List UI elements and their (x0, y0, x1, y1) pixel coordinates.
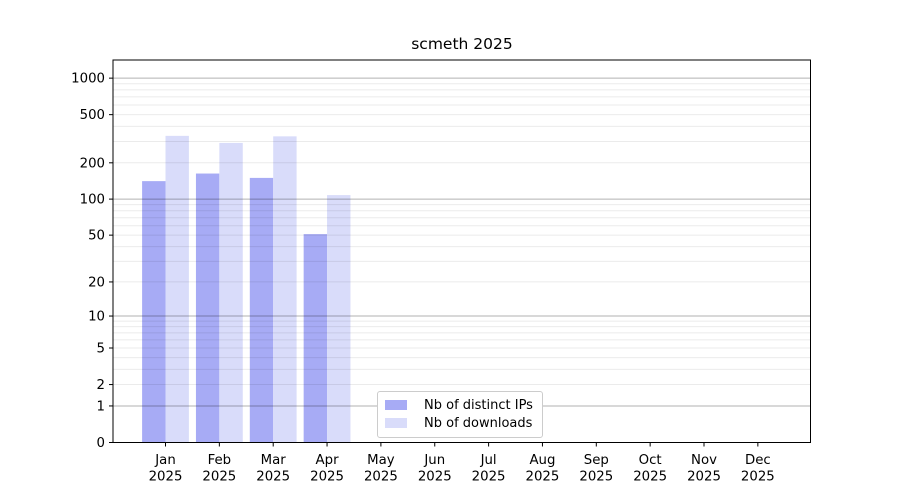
chart-title: scmeth 2025 (411, 35, 513, 53)
x-tick-label-year-jul: 2025 (472, 470, 506, 485)
x-tick-label-month-nov: Nov (691, 453, 717, 468)
legend-item-downloads: Nb of downloads (378, 414, 542, 432)
x-tick-label-month-mar: Mar (261, 453, 287, 468)
bar-downloads-mar (273, 136, 297, 443)
bar-downloads-apr (327, 195, 351, 443)
x-tick-label-month-dec: Dec (745, 453, 771, 468)
x-tick-label-year-aug: 2025 (526, 470, 560, 485)
y-tick-label-1000: 1000 (71, 72, 105, 87)
x-tick-label-month-apr: Apr (316, 453, 340, 468)
x-tick-label-year-dec: 2025 (741, 470, 775, 485)
bar-downloads-feb (219, 142, 243, 443)
y-tick-label-20: 20 (88, 276, 105, 291)
x-tick-label-month-sep: Sep (584, 453, 609, 468)
y-tick-label-0: 0 (97, 436, 105, 451)
x-tick-label-month-aug: Aug (529, 453, 555, 468)
x-tick-label-year-feb: 2025 (202, 470, 236, 485)
x-tick-label-year-jan: 2025 (149, 470, 183, 485)
bar-distinct_ips-apr (303, 234, 328, 443)
legend: Nb of distinct IPs Nb of downloads (377, 391, 543, 438)
y-tick-label-200: 200 (80, 156, 105, 171)
x-tick-label-month-jun: Jun (423, 453, 445, 468)
bar-distinct_ips-mar (249, 177, 274, 443)
x-tick-label-year-oct: 2025 (633, 470, 667, 485)
legend-swatch-downloads (385, 418, 407, 428)
x-tick-label-month-may: May (367, 453, 395, 468)
y-tick-label-5: 5 (97, 342, 105, 357)
legend-swatch-distinct-ips (385, 400, 407, 410)
legend-label-distinct-ips: Nb of distinct IPs (424, 397, 533, 413)
x-tick-label-year-jun: 2025 (418, 470, 452, 485)
x-tick-label-month-feb: Feb (208, 453, 232, 468)
x-tick-label-month-jul: Jul (480, 453, 497, 468)
x-tick-label-year-sep: 2025 (579, 470, 613, 485)
x-tick-label-year-mar: 2025 (256, 470, 290, 485)
x-tick-label-year-apr: 2025 (310, 470, 344, 485)
y-tick-label-2: 2 (97, 378, 105, 393)
y-tick-label-1: 1 (97, 400, 105, 415)
y-tick-label-100: 100 (80, 193, 105, 208)
x-tick-label-month-jan: Jan (154, 453, 176, 468)
plot-border (112, 59, 811, 443)
y-tick-label-10: 10 (88, 310, 105, 325)
legend-label-downloads: Nb of downloads (424, 415, 533, 431)
legend-item-distinct-ips: Nb of distinct IPs (378, 396, 542, 414)
x-tick-label-month-oct: Oct (639, 453, 662, 468)
bar-downloads-jan (165, 135, 189, 443)
x-tick-label-year-may: 2025 (364, 470, 398, 485)
x-tick-label-year-nov: 2025 (687, 470, 721, 485)
y-tick-label-50: 50 (88, 229, 105, 244)
bar-distinct_ips-feb (195, 173, 220, 443)
bar-distinct_ips-jan (142, 181, 166, 443)
y-tick-label-500: 500 (80, 108, 105, 123)
